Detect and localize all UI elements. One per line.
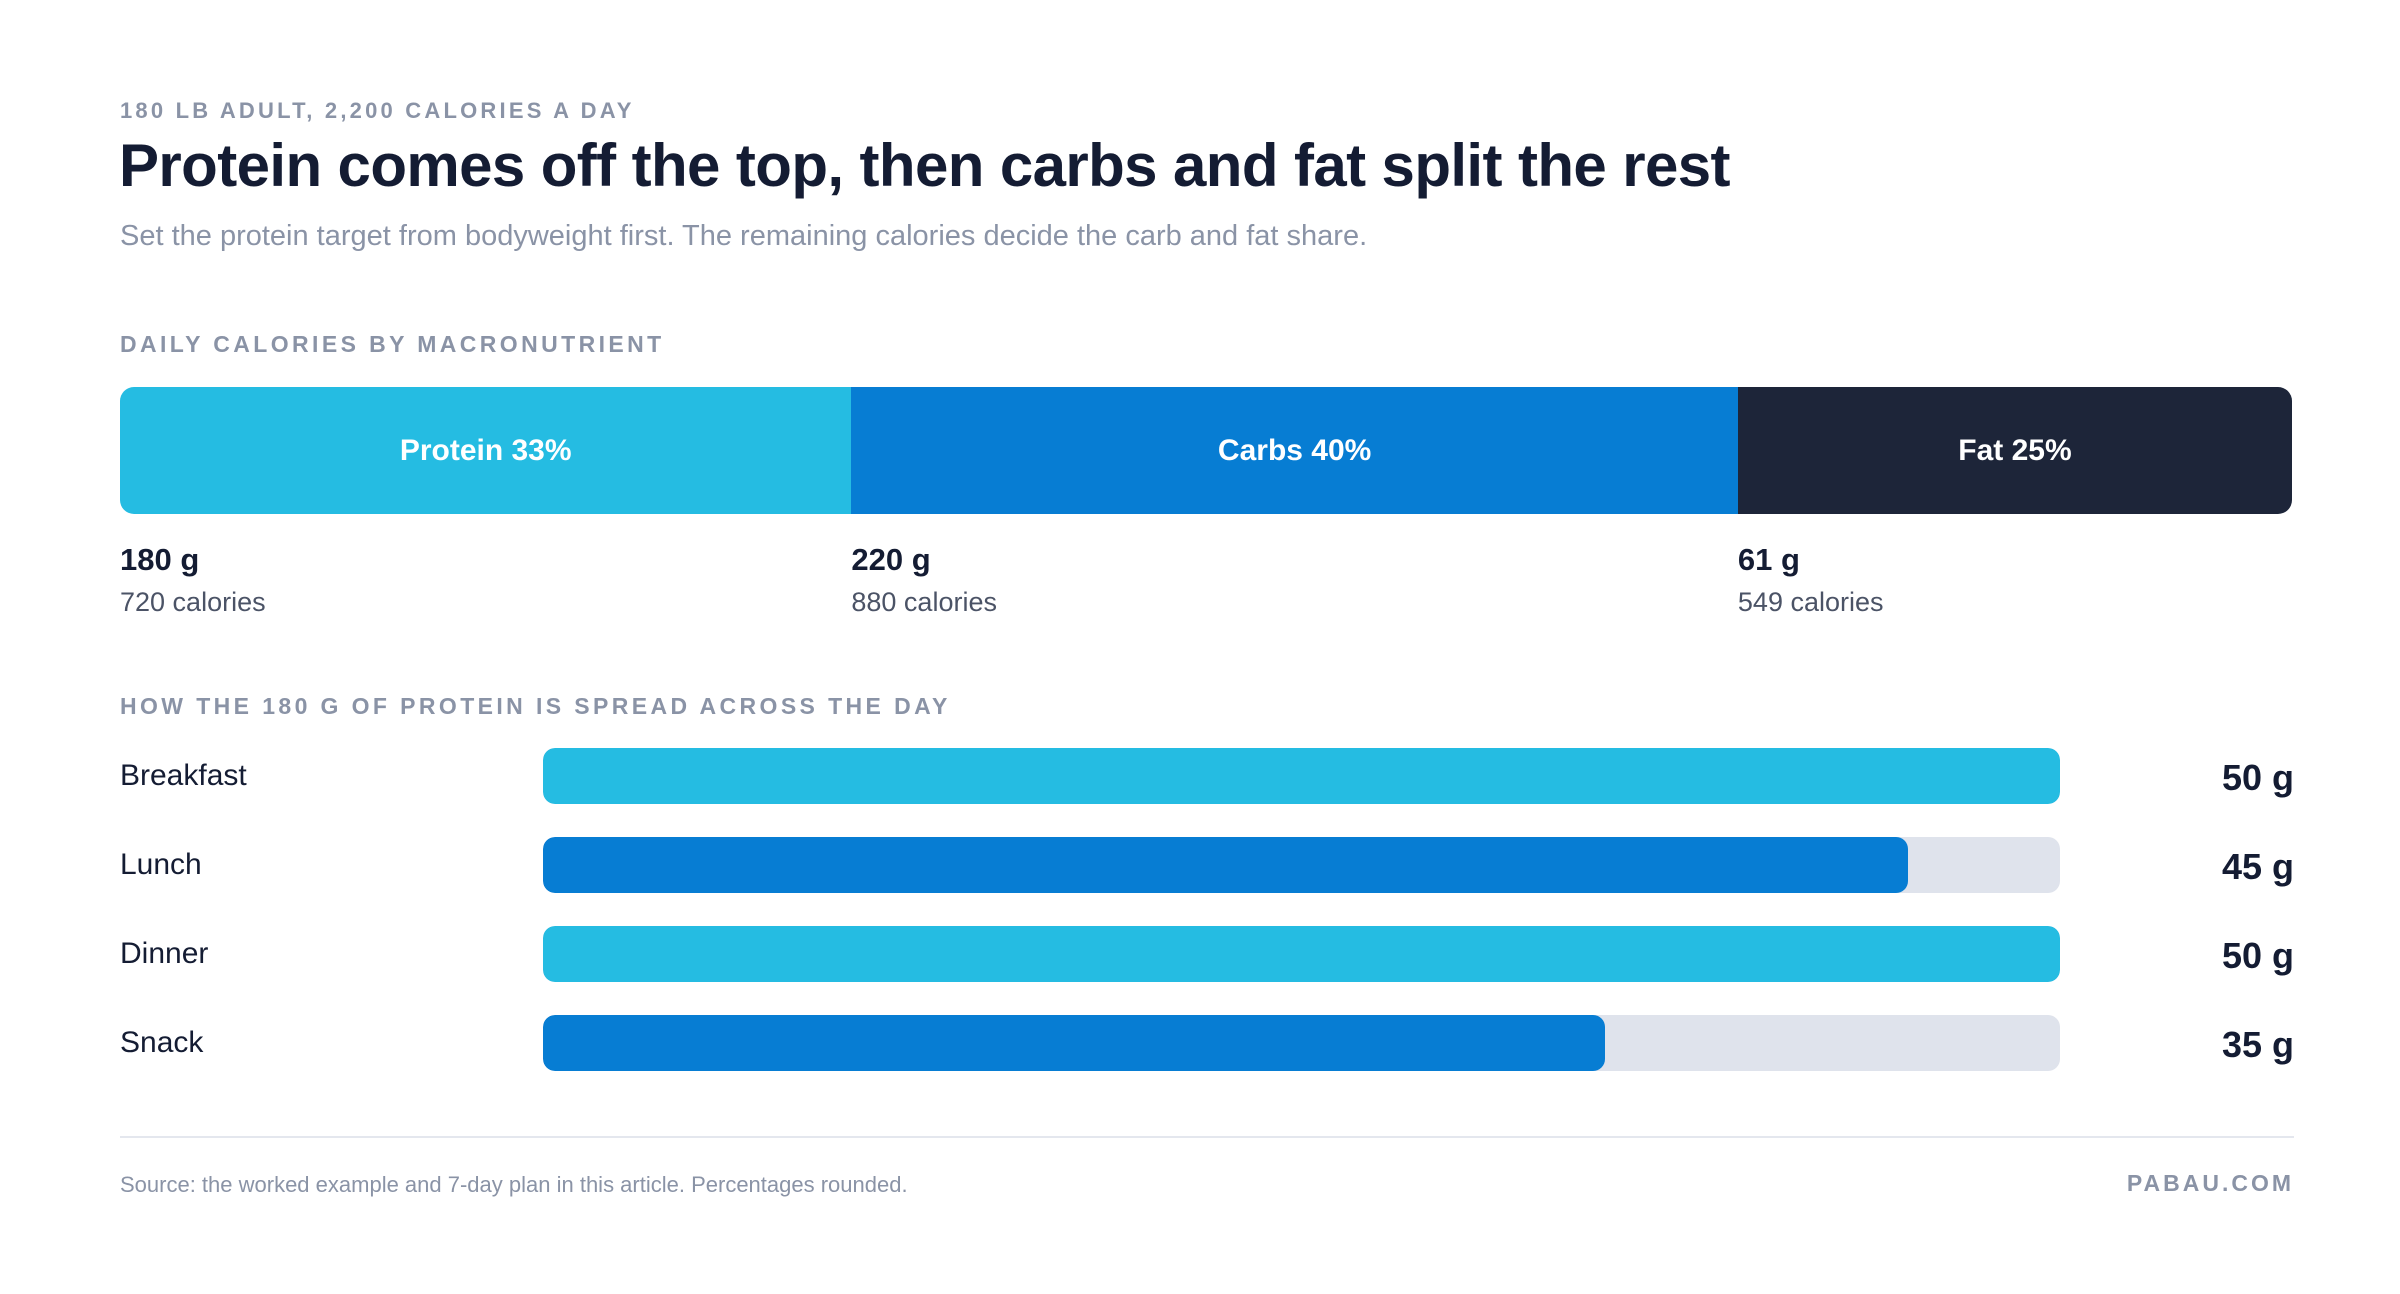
meal-bar <box>543 837 1909 893</box>
meal-bar <box>543 926 2060 982</box>
meal-label: Lunch <box>120 848 202 881</box>
macro-calories: 720 calories <box>120 587 266 617</box>
macro-segment-label: Carbs 40% <box>1217 433 1372 467</box>
macro-segment-label: Fat 25% <box>1958 433 2072 467</box>
footer-divider <box>120 1136 2294 1138</box>
macro-calories: 549 calories <box>1737 587 1884 617</box>
meal-bar-track <box>543 748 2060 804</box>
macro-segment-protein: Protein 33% <box>120 387 852 514</box>
chart-title: Protein comes off the top, then carbs an… <box>119 132 1731 199</box>
macro-grams: 61 g <box>1737 542 1800 577</box>
source-note: Source: the worked example and 7-day pla… <box>120 1172 908 1197</box>
meal-value: 50 g <box>2221 935 2294 976</box>
meal-value: 35 g <box>2221 1024 2294 1065</box>
brand-mark: PABAU.COM <box>2126 1170 2294 1196</box>
macro-calories: 880 calories <box>851 587 997 617</box>
meal-label: Breakfast <box>120 759 247 792</box>
meal-row-snack: Snack 35 g <box>0 1015 2400 1071</box>
meal-row-lunch: Lunch 45 g <box>0 837 2400 893</box>
chart-eyebrow: 180 LB ADULT, 2,200 CALORIES A DAY <box>120 98 635 123</box>
meal-label: Snack <box>120 1026 204 1059</box>
macro-segment-label: Protein 33% <box>399 433 572 467</box>
macro-stacked-bar: Protein 33% Carbs 40% Fat 25% <box>120 387 2292 514</box>
macro-segment-fat: Fat 25% <box>1737 387 2292 514</box>
macro-stat-carbs: 220 g 880 calories <box>851 542 997 622</box>
chart-subtitle: Set the protein target from bodyweight f… <box>120 220 1368 252</box>
meal-bar-track <box>543 837 2060 893</box>
macros-section-label: DAILY CALORIES BY MACRONUTRIENT <box>120 331 665 357</box>
meal-bar-track <box>543 926 2060 982</box>
macro-stat-fat: 61 g 549 calories <box>1738 542 1884 622</box>
meal-bar <box>543 748 2060 804</box>
meal-value: 45 g <box>2221 846 2294 887</box>
meal-row-breakfast: Breakfast 50 g <box>0 748 2400 804</box>
meal-value: 50 g <box>2221 757 2294 798</box>
macro-grams: 220 g <box>851 542 931 577</box>
meal-label: Dinner <box>120 937 209 970</box>
meal-row-dinner: Dinner 50 g <box>0 926 2400 982</box>
meal-bar <box>543 1015 1605 1071</box>
macro-segment-carbs: Carbs 40% <box>851 387 1738 514</box>
meal-bar-track <box>543 1015 2060 1071</box>
macro-stat-protein: 180 g 720 calories <box>120 542 266 622</box>
macro-grams: 180 g <box>120 542 200 577</box>
meals-section-label: HOW THE 180 G OF PROTEIN IS SPREAD ACROS… <box>120 693 951 719</box>
